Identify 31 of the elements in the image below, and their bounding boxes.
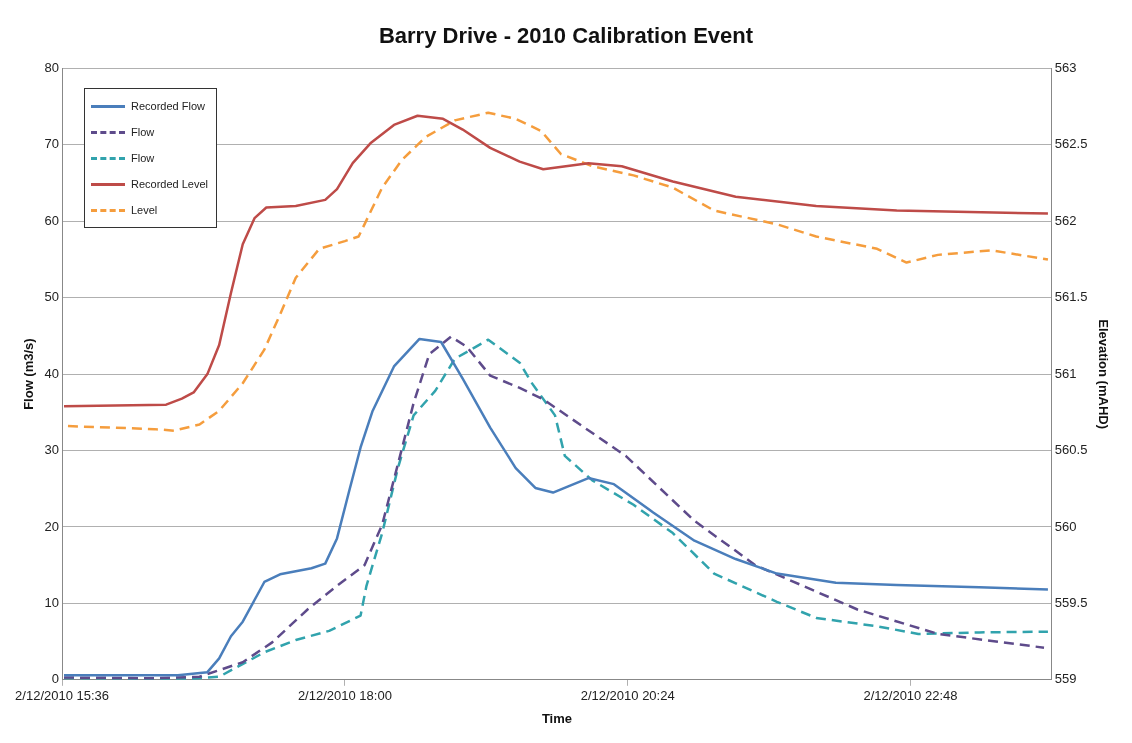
y-tick-label: 30 <box>44 442 60 458</box>
y-tick-label: 0 <box>51 671 60 687</box>
y-tick-label: 50 <box>44 289 60 305</box>
y2-tick-label: 560.5 <box>1054 442 1088 458</box>
legend-label: Recorded Level <box>131 178 209 190</box>
y2-axis-title: Elevation (mAHD) <box>1095 319 1111 429</box>
x-tick-label: 2/12/2010 15:36 <box>15 688 110 704</box>
y2-tick-label: 561 <box>1054 365 1077 381</box>
y2-tick-label: 560 <box>1054 518 1077 534</box>
y2-tick-label: 562 <box>1054 212 1077 228</box>
legend-label: Recorded Flow <box>131 100 205 112</box>
y2-tick-label: 563 <box>1054 59 1077 75</box>
y-tick-label: 80 <box>44 59 60 75</box>
x-tick-label: 2/12/2010 20:24 <box>580 688 675 704</box>
y2-tick-label: 562.5 <box>1054 136 1088 152</box>
y-tick-label: 70 <box>44 136 60 152</box>
legend-label: Flow <box>131 126 155 138</box>
y-tick-label: 60 <box>44 212 60 228</box>
y2-tick-label: 559.5 <box>1054 594 1088 610</box>
legend-label: Level <box>131 204 158 216</box>
y-tick-label: 20 <box>44 518 60 534</box>
y-axis-title: Flow (m3/s) <box>21 338 37 410</box>
x-tick-label: 2/12/2010 22:48 <box>863 688 958 704</box>
x-axis-title: Time <box>541 710 573 726</box>
legend-label: Flow <box>131 152 155 164</box>
y-tick-label: 40 <box>44 365 60 381</box>
y2-tick-label: 559 <box>1054 671 1077 687</box>
x-tick-label: 2/12/2010 18:00 <box>297 688 392 704</box>
chart-title: Barry Drive - 2010 Calibration Event <box>378 23 754 49</box>
y-tick-label: 10 <box>44 594 60 610</box>
y2-tick-label: 561.5 <box>1054 289 1088 305</box>
